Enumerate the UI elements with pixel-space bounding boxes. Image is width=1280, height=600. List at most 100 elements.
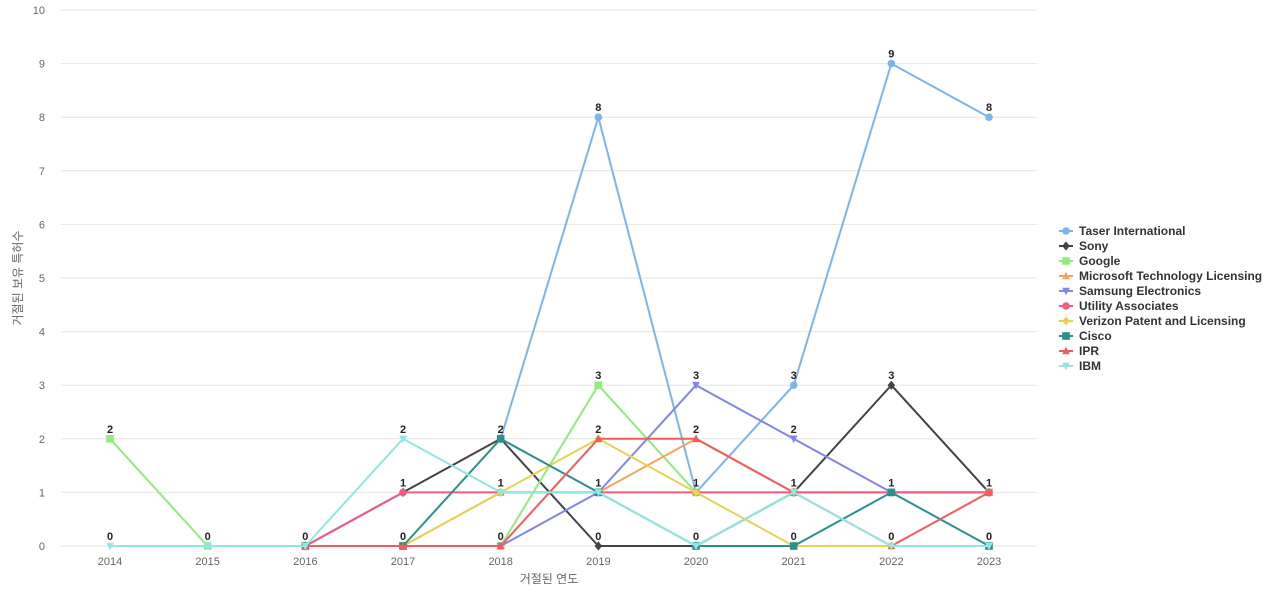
y-tick-label: 1: [39, 487, 45, 499]
data-point: [106, 435, 114, 443]
series-ibm: [106, 435, 993, 551]
data-label: 1: [498, 477, 504, 489]
data-point: [106, 542, 114, 551]
legend-item: Samsung Electronics: [1059, 284, 1201, 298]
data-point: [789, 542, 798, 550]
data-label: 1: [693, 477, 699, 489]
data-label: 0: [107, 531, 113, 543]
legend-marker: [1062, 332, 1070, 340]
legend-label: Sony: [1079, 239, 1109, 253]
y-tick-label: 0: [39, 541, 45, 553]
data-label: 3: [888, 370, 894, 382]
data-point: [496, 541, 505, 550]
series-group: [106, 59, 993, 551]
data-label: 0: [302, 531, 308, 543]
legend-marker: [1062, 241, 1070, 251]
data-point: [594, 489, 603, 497]
data-label: 2: [400, 424, 406, 436]
legend-marker: [1062, 227, 1070, 235]
legend-marker: [1062, 257, 1070, 265]
legend-item: Utility Associates: [1059, 299, 1179, 313]
data-point: [692, 434, 700, 443]
legend-marker: [1062, 271, 1070, 280]
data-point: [789, 381, 798, 390]
data-label: 2: [595, 424, 601, 436]
data-point: [594, 541, 603, 551]
legend-marker: [1062, 346, 1070, 355]
legend-marker: [1062, 287, 1070, 296]
x-tick-label: 2015: [195, 556, 219, 568]
legend-item: Verizon Patent and Licensing: [1059, 314, 1246, 328]
data-label: 0: [205, 531, 211, 543]
data-label: 1: [791, 477, 797, 489]
data-label: 0: [595, 531, 601, 543]
legend-label: Cisco: [1079, 329, 1112, 343]
y-tick-label: 8: [39, 112, 45, 124]
data-label: 0: [693, 531, 699, 543]
data-label: 1: [595, 477, 601, 489]
data-label: 2: [791, 424, 797, 436]
y-axis: 0 1 2 3 4 5 6 7 8 9 10: [33, 5, 45, 553]
data-point: [594, 434, 603, 443]
x-tick-label: 2021: [781, 556, 805, 568]
data-point: [985, 542, 993, 551]
x-tick-label: 2016: [293, 556, 317, 568]
legend-label: Samsung Electronics: [1079, 284, 1201, 298]
data-label: 0: [400, 531, 406, 543]
legend-item: Taser International: [1059, 224, 1185, 238]
data-label: 3: [791, 370, 797, 382]
data-label: 1: [986, 477, 992, 489]
x-axis: 2014 2015 2016 2017 2018 2019 2020 2021 2022 2023: [98, 556, 1002, 568]
data-label: 2: [693, 424, 699, 436]
y-tick-label: 9: [39, 59, 45, 71]
legend-label: Verizon Patent and Licensing: [1079, 314, 1246, 328]
y-axis-title: 거절된 보유 특허수: [11, 231, 25, 326]
series-line: [499, 62, 991, 494]
y-tick-label: 10: [33, 5, 45, 17]
data-point: [594, 113, 603, 121]
legend-marker: [1062, 302, 1070, 310]
legend-marker: [1062, 362, 1070, 371]
data-label: 9: [888, 49, 894, 61]
data-label: 2: [498, 424, 504, 436]
data-point: [985, 113, 993, 121]
data-label: 8: [595, 102, 601, 114]
series-line: [304, 437, 991, 547]
x-tick-label: 2022: [879, 556, 903, 568]
y-tick-label: 4: [39, 327, 45, 339]
legend-item: Microsoft Technology Licensing: [1059, 269, 1262, 283]
legend-label: IPR: [1079, 344, 1099, 358]
series-line: [304, 384, 991, 547]
legend-label: Utility Associates: [1079, 299, 1179, 313]
data-label: 3: [595, 370, 601, 382]
data-point: [692, 381, 700, 390]
data-point: [887, 488, 896, 497]
data-point: [399, 541, 407, 550]
series-line: [304, 491, 991, 547]
legend-label: Google: [1079, 254, 1121, 268]
legend-label: IBM: [1079, 359, 1101, 373]
y-tick-label: 2: [39, 434, 45, 446]
data-point: [301, 542, 310, 551]
x-tick-label: 2019: [586, 556, 610, 568]
x-tick-label: 2014: [98, 556, 122, 568]
data-point: [789, 489, 798, 497]
data-point: [692, 487, 700, 497]
data-point: [887, 380, 896, 390]
x-axis-title: 거절된 연도: [520, 572, 579, 586]
data-label: 8: [986, 102, 992, 114]
data-point: [399, 435, 407, 444]
data-point: [789, 435, 798, 444]
data-label: 0: [986, 531, 992, 543]
data-point: [692, 542, 700, 551]
legend-item: Cisco: [1059, 329, 1112, 343]
data-point: [887, 542, 896, 551]
x-tick-label: 2017: [391, 556, 415, 568]
data-label: 0: [888, 531, 894, 543]
data-point: [496, 435, 505, 443]
legend-item: Google: [1059, 254, 1121, 268]
x-tick-label: 2018: [488, 556, 512, 568]
